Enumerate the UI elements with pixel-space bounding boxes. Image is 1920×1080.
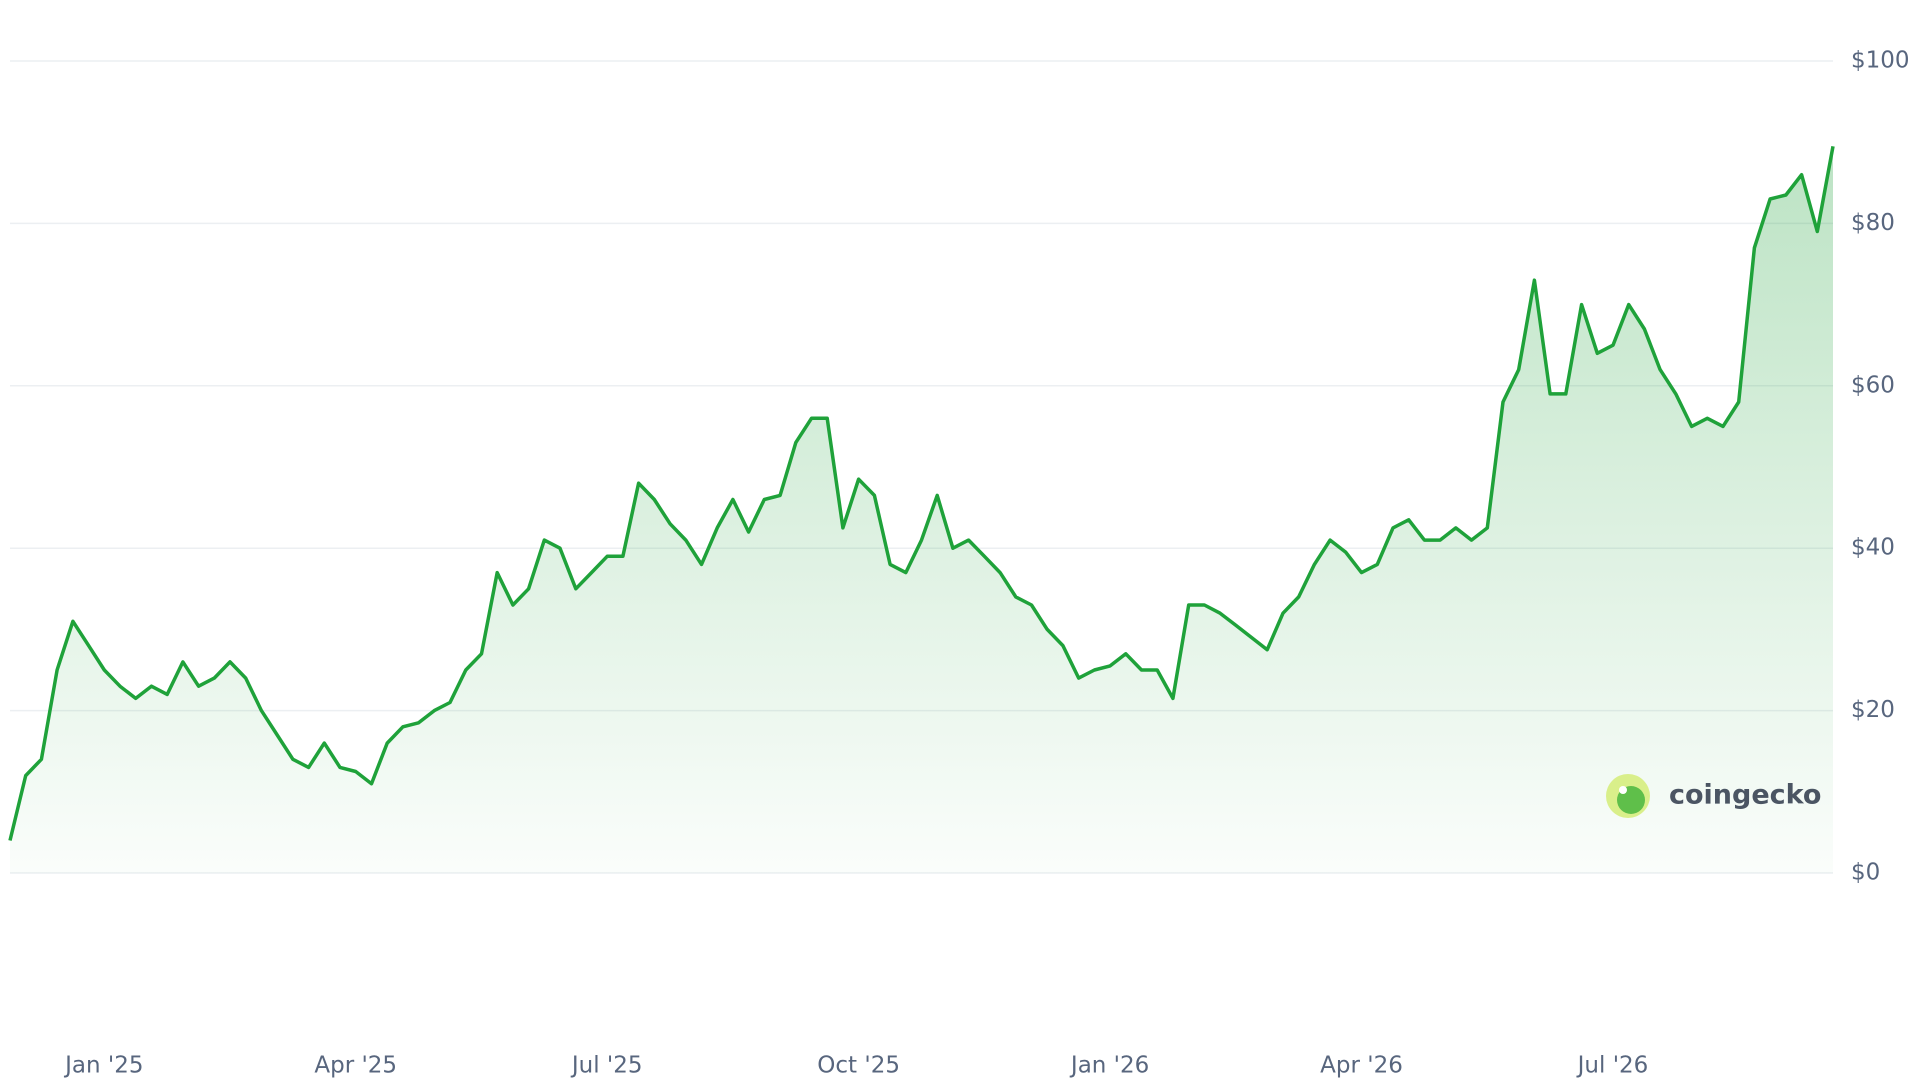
y-tick-label: $80 bbox=[1851, 210, 1895, 236]
watermark: coingecko bbox=[1669, 780, 1821, 811]
x-tick-label: Jul '26 bbox=[1576, 1053, 1649, 1079]
y-tick-label: $40 bbox=[1851, 535, 1895, 561]
x-tick-label: Oct '25 bbox=[817, 1053, 900, 1079]
watermark-logo bbox=[1606, 774, 1650, 818]
y-tick-label: $20 bbox=[1851, 697, 1895, 723]
y-tick-label: $100 bbox=[1851, 48, 1910, 74]
x-tick-label: Apr '26 bbox=[1320, 1053, 1403, 1079]
y-tick-label: $60 bbox=[1851, 372, 1895, 398]
price-area bbox=[10, 146, 1833, 874]
y-tick-label: $0 bbox=[1851, 860, 1880, 886]
x-tick-label: Jan '25 bbox=[63, 1053, 143, 1079]
x-tick-label: Apr '25 bbox=[314, 1053, 397, 1079]
x-tick-label: Jul '25 bbox=[570, 1053, 643, 1079]
x-tick-label: Jan '26 bbox=[1069, 1053, 1149, 1079]
price-line bbox=[8, 145, 1835, 841]
